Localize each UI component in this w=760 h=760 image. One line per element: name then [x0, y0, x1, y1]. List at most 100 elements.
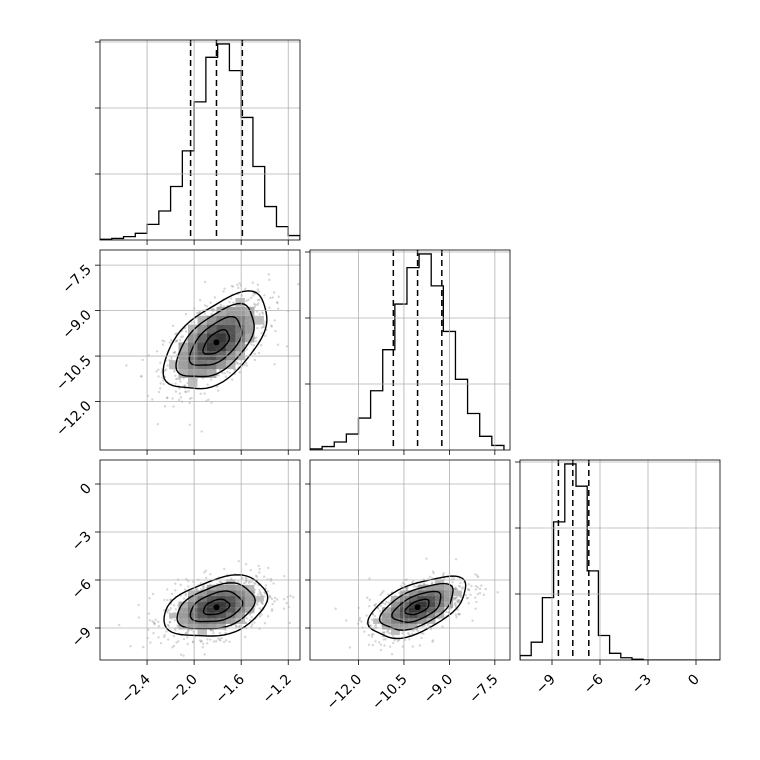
sample-point [476, 575, 480, 579]
sample-point [474, 573, 477, 576]
sample-point [219, 581, 223, 584]
sample-point [241, 576, 244, 580]
sample-point [247, 298, 250, 302]
sample-point [186, 631, 189, 634]
sample-point [129, 645, 132, 648]
sample-point [162, 382, 165, 386]
sample-point [250, 343, 253, 346]
sample-point [261, 602, 264, 606]
density-bin [235, 306, 245, 316]
sample-point [238, 362, 242, 366]
sample-point [452, 577, 456, 580]
sample-point [157, 368, 160, 371]
density-bin [197, 590, 207, 597]
sample-point [273, 596, 277, 600]
sample-point [282, 607, 286, 610]
sample-point [203, 392, 206, 395]
joint-panel-0-1: −12.0−10.5 −9.0 −7.5 [53, 249, 301, 455]
sample-point [166, 608, 169, 612]
sample-point [406, 632, 410, 635]
sample-point [182, 654, 185, 657]
sample-point [236, 361, 239, 364]
density-bin [197, 601, 207, 608]
sample-point [348, 646, 352, 649]
density-bin [225, 306, 236, 316]
sample-point [269, 296, 272, 300]
sample-point [180, 336, 183, 339]
sample-point [285, 345, 289, 348]
sample-point [432, 571, 435, 575]
sample-point [390, 653, 394, 656]
sample-point [228, 300, 231, 304]
density-bin [235, 584, 245, 591]
sample-point [470, 584, 473, 588]
sample-point [454, 604, 457, 607]
sample-point [177, 398, 181, 402]
sample-point [283, 574, 286, 578]
sample-point [451, 581, 454, 584]
sample-point [165, 630, 168, 633]
sample-point [157, 624, 161, 628]
sample-point [172, 634, 176, 638]
sample-point [264, 320, 267, 324]
sample-point [169, 607, 173, 610]
sample-point [379, 643, 383, 646]
density-bin [225, 590, 236, 597]
sample-point [174, 589, 177, 592]
sample-point [258, 615, 262, 618]
sample-point [468, 589, 471, 592]
density-bin [244, 324, 255, 334]
sample-point [151, 620, 154, 623]
sample-point [455, 616, 458, 619]
sample-point [459, 595, 463, 599]
sample-point [175, 339, 178, 343]
sample-point [223, 372, 226, 375]
density-bin [178, 601, 188, 608]
sample-point [377, 641, 381, 644]
sample-point [166, 598, 169, 602]
density-bin [235, 342, 245, 352]
sample-point [237, 580, 240, 583]
sample-point [268, 594, 272, 598]
sample-point [201, 584, 205, 588]
density-bin [206, 333, 217, 343]
sample-point [157, 636, 160, 639]
sample-point [264, 584, 268, 587]
density-bin [390, 612, 400, 619]
sample-point [166, 364, 169, 367]
density-bin [216, 612, 226, 619]
sample-point [414, 585, 418, 588]
density-bin [235, 590, 245, 597]
sample-point [420, 636, 423, 640]
sample-point [260, 331, 263, 335]
sample-point [411, 632, 414, 636]
sample-point [152, 621, 156, 624]
density-bin [197, 324, 207, 334]
sample-point [258, 567, 261, 571]
sample-point [243, 363, 246, 367]
sample-point [219, 303, 223, 307]
density-bin [188, 590, 198, 597]
sample-point [170, 592, 174, 596]
sample-point [474, 588, 478, 591]
sample-point [277, 295, 281, 298]
sample-point [478, 591, 482, 595]
sample-point [270, 324, 273, 327]
sample-point [186, 642, 189, 646]
sample-point [182, 637, 186, 641]
sample-point [471, 619, 474, 622]
sample-point [259, 592, 262, 595]
sample-point [454, 613, 458, 617]
panels-layer: −9 −6 −3 0−12.0−10.5−9.0−7.5−2.4 −2.0 −1.6 −1.… [53, 39, 721, 713]
density-bin [197, 607, 207, 613]
sample-point [211, 629, 215, 633]
sample-point [411, 579, 415, 583]
density-bin [216, 590, 226, 597]
sample-point [253, 588, 257, 592]
sample-point [187, 585, 190, 588]
y-tick-label: −6 [69, 576, 95, 602]
sample-point [474, 596, 477, 599]
sample-point [374, 624, 377, 628]
sample-point [283, 597, 286, 601]
density-bin [206, 315, 217, 325]
